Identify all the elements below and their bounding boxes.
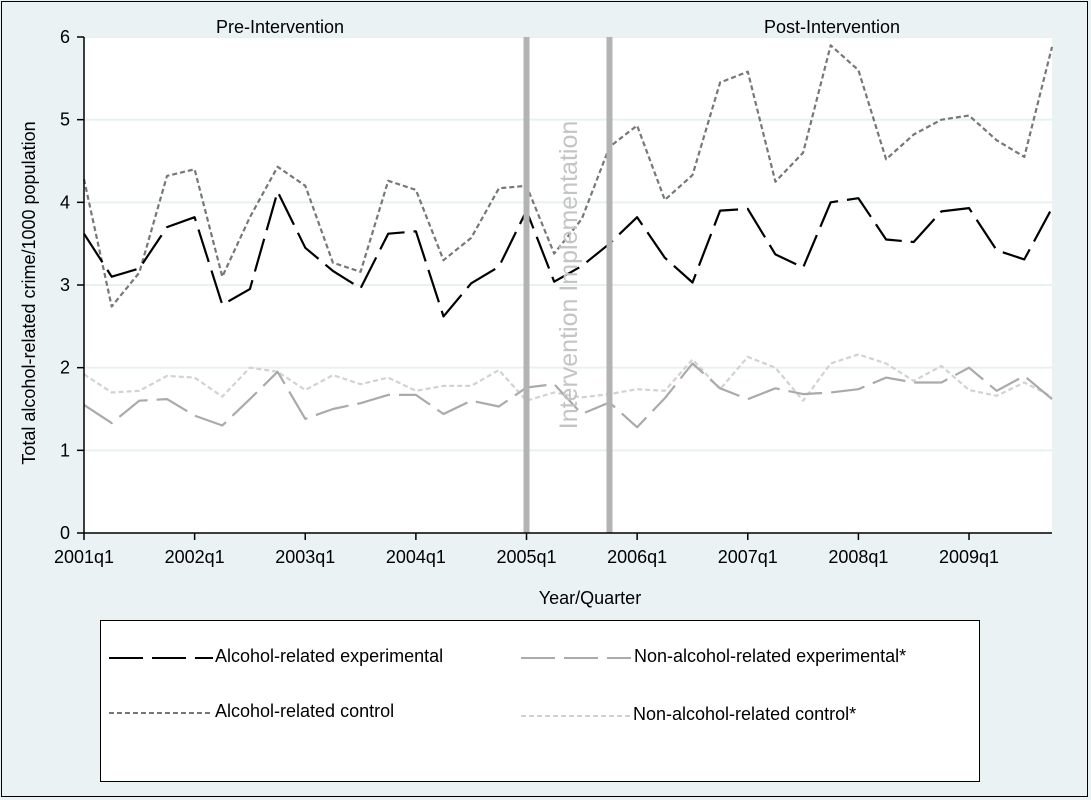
legend-swatch [521, 715, 631, 717]
legend-label: Non-alcohol-related control* [633, 704, 857, 724]
y-tick-label: 4 [60, 192, 70, 212]
y-tick-label: 1 [60, 440, 70, 460]
legend-swatch [521, 657, 631, 659]
y-tick-label: 5 [60, 110, 70, 130]
y-tick-label: 6 [60, 27, 70, 47]
y-tick-label: 3 [60, 275, 70, 295]
x-tick-label: 2005q1 [496, 547, 556, 567]
legend-label: Non-alcohol-related experimental* [634, 646, 907, 666]
x-tick-label: 2002q1 [165, 547, 225, 567]
series-line-0 [83, 190, 1053, 318]
x-tick-label: 2007q1 [718, 547, 778, 567]
pre-intervention-label: Pre-Intervention [216, 17, 344, 37]
series-line-3 [83, 353, 1053, 402]
legend-swatch [109, 657, 213, 659]
x-axis-label: Year/Quarter [539, 588, 641, 608]
series-line-1 [83, 362, 1053, 429]
x-tick-label: 2001q1 [54, 547, 114, 567]
legend-label: Alcohol-related experimental [215, 646, 444, 666]
legend: Alcohol-related experimental Non-alcohol… [100, 620, 980, 782]
post-intervention-label: Post-Intervention [764, 17, 900, 37]
axes: 0 1 2 3 4 5 6 2001q1 2002q1 2003q1 2004q1 2005q1 200… [54, 27, 1052, 567]
series-lines [82, 44, 1054, 429]
gridlines [84, 36, 1052, 452]
x-tick-label: 2004q1 [386, 547, 446, 567]
y-tick-label: 2 [60, 358, 70, 378]
x-tick-label: 2003q1 [275, 547, 335, 567]
legend-label: Alcohol-related control [215, 701, 395, 721]
legend-swatch [109, 712, 213, 714]
intervention-lines [523, 37, 613, 533]
series-line-2 [82, 44, 1054, 308]
intervention-implementation-label: Intervention Implementation [555, 121, 583, 430]
y-axis-label: Total alcohol-related crime/1000 populat… [19, 121, 39, 464]
x-tick-label: 2006q1 [607, 547, 667, 567]
x-tick-label: 2008q1 [828, 547, 888, 567]
x-tick-label: 2009q1 [939, 547, 999, 567]
y-tick-label: 0 [60, 523, 70, 543]
